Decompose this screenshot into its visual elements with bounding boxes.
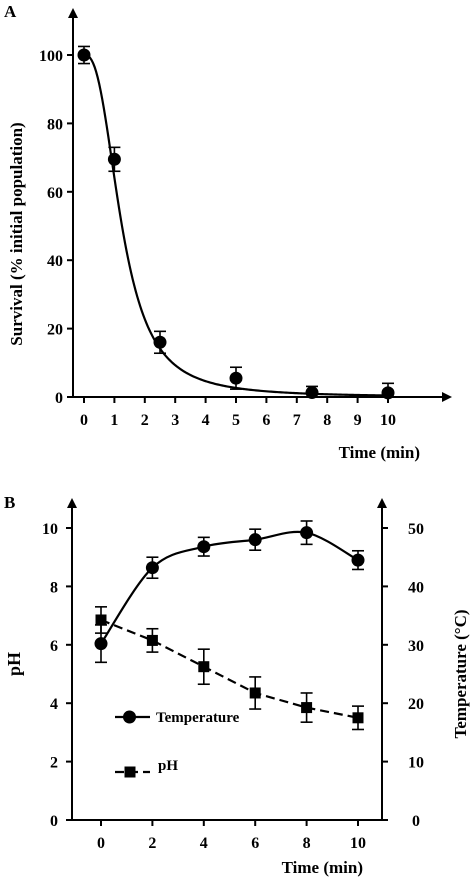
y-tick-label-right: 30 [408, 638, 424, 655]
y-tick-label-right: 10 [408, 755, 424, 772]
temperature-point [197, 540, 211, 554]
y-axis-title-right: Temperature (°C) [451, 609, 470, 738]
y-axis-title: Survival (% initial population) [7, 122, 26, 345]
temperature-line [100, 530, 359, 645]
y-axis-title-left: pH [4, 652, 24, 676]
legend-temperature-label: Temperature [156, 710, 240, 726]
x-tick-label: 0 [80, 412, 88, 429]
x-tick-label: 10 [350, 835, 366, 852]
x-tick-label: 4 [202, 412, 210, 429]
y-tick-label-right: 50 [408, 521, 424, 538]
x-tick-label: 10 [380, 412, 396, 429]
temperature-point [248, 533, 262, 547]
ph-point [352, 712, 364, 724]
x-tick-label: 6 [262, 412, 270, 429]
legend-temperature-marker [123, 710, 136, 724]
ph-point [249, 687, 261, 699]
x-tick-label: 7 [293, 412, 301, 429]
x-axis-title: Time (min) [282, 858, 363, 877]
x-tick-label: 0 [97, 835, 105, 852]
x-tick-label: 1 [110, 412, 118, 429]
data-point [305, 386, 319, 400]
y-tick-label-left: 6 [50, 638, 58, 655]
data-point [381, 386, 395, 400]
y-tick-label-right: 20 [408, 696, 424, 713]
temperature-point [145, 561, 159, 575]
y-tick-label: 100 [39, 48, 63, 65]
x-tick-label: 6 [251, 835, 259, 852]
y-tick-label-left: 8 [50, 579, 58, 596]
y-tick-label-left: 10 [42, 521, 58, 538]
legend-ph-label: pH [158, 758, 178, 774]
x-tick-label: 2 [148, 835, 156, 852]
ph-temperature-chart: 0 2 4 6 8 10 0 10 20 30 40 50 0 2 4 6 8 10 Time (min) pH Tem… [4, 498, 470, 877]
y-tick-label-right: 0 [412, 813, 420, 830]
y-tick-label-left: 0 [50, 813, 58, 830]
y-tick-label: 40 [47, 253, 63, 270]
x-tick-label: 8 [303, 835, 311, 852]
y-tick-label: 80 [47, 116, 63, 133]
x-tick-label: 4 [200, 835, 208, 852]
ph-line [100, 618, 359, 719]
panel-b-label: B [4, 493, 15, 512]
y-axis-right-arrow [377, 498, 387, 508]
y-tick-label: 60 [47, 185, 63, 202]
data-point [153, 335, 167, 349]
fit-curve [83, 53, 389, 397]
data-point [229, 371, 243, 385]
legend-ph-marker [124, 766, 136, 778]
ph-point [146, 634, 158, 646]
x-axis-title: Time (min) [339, 443, 420, 462]
ph-point [95, 614, 107, 626]
temperature-point [351, 553, 365, 567]
x-tick-label: 3 [171, 412, 179, 429]
x-tick-label: 2 [141, 412, 149, 429]
survival-chart: 0 20 40 60 80 100 0 1 2 3 4 5 6 7 8 9 10 Time (min) Surviv… [7, 8, 452, 462]
y-tick-label-left: 2 [50, 755, 58, 772]
x-tick-label: 9 [354, 412, 362, 429]
temperature-point [300, 526, 314, 540]
x-tick-label: 8 [323, 412, 331, 429]
temperature-point [94, 637, 108, 651]
ph-point [198, 661, 210, 673]
data-point [77, 48, 91, 62]
ph-point [301, 702, 313, 714]
y-axis-left-arrow [67, 498, 77, 508]
y-tick-label-right: 40 [408, 579, 424, 596]
x-axis-arrow [442, 392, 452, 402]
panel-a-label: A [4, 2, 17, 21]
y-tick-label-left: 4 [50, 696, 58, 713]
y-tick-label: 0 [55, 390, 63, 407]
data-point [107, 152, 121, 166]
y-axis-arrow [68, 8, 78, 18]
y-tick-label: 20 [47, 322, 63, 339]
x-tick-label: 5 [232, 412, 240, 429]
